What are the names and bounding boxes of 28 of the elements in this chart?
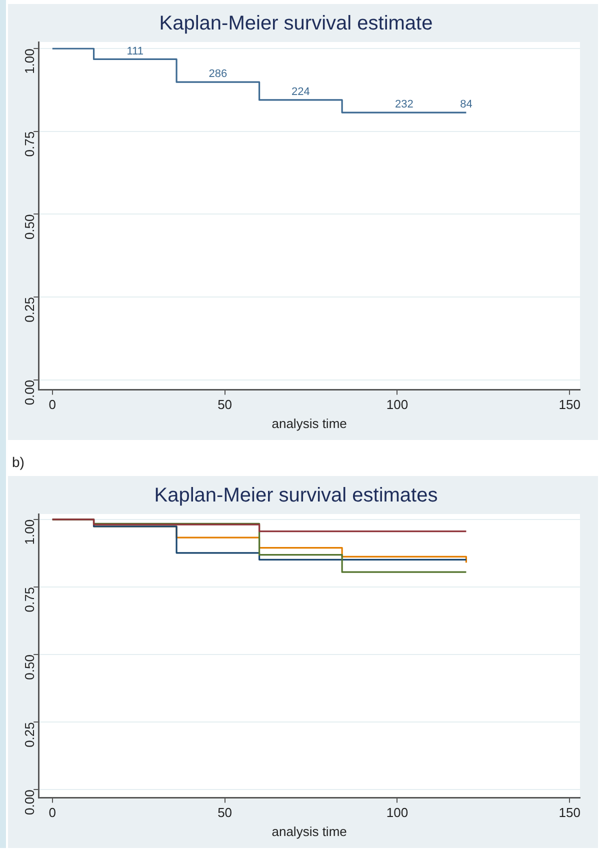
x-tick-label: 0 xyxy=(48,805,56,820)
y-tick-label: 0.00 xyxy=(22,380,38,406)
x-axis-title: analysis time xyxy=(272,416,347,431)
x-tick-label: 100 xyxy=(386,397,408,412)
chart-title: Kaplan-Meier survival estimate xyxy=(159,12,433,35)
x-tick-label: 150 xyxy=(558,397,581,412)
x-tick-label: 50 xyxy=(218,805,232,820)
annotation: 232 xyxy=(394,98,414,111)
chart-title: Kaplan-Meier survival estimates xyxy=(154,484,438,507)
text: b) xyxy=(11,453,26,472)
y-tick-label: 0.25 xyxy=(22,297,38,322)
y-tick-label: 0.75 xyxy=(22,586,38,612)
annotation: 84 xyxy=(460,98,472,111)
y-tick-label: 0.00 xyxy=(22,790,38,816)
annotation: 286 xyxy=(208,68,228,80)
x-tick-label: 50 xyxy=(218,397,232,412)
y-tick-label: 1.00 xyxy=(22,48,38,74)
y-tick-label: 0.75 xyxy=(22,131,38,157)
y-tick-label: 0.50 xyxy=(22,214,38,240)
x-tick-label: 100 xyxy=(386,805,408,820)
y-tick-label: 0.25 xyxy=(22,722,38,748)
x-tick-label: 150 xyxy=(558,805,581,820)
annotation: 224 xyxy=(292,86,310,98)
annotation: 111 xyxy=(126,45,144,58)
x-tick-label: 0 xyxy=(48,397,56,412)
y-tick-label: 0.50 xyxy=(22,654,38,680)
y-tick-label: 1.00 xyxy=(22,519,38,545)
x-axis-title: analysis time xyxy=(272,824,347,839)
